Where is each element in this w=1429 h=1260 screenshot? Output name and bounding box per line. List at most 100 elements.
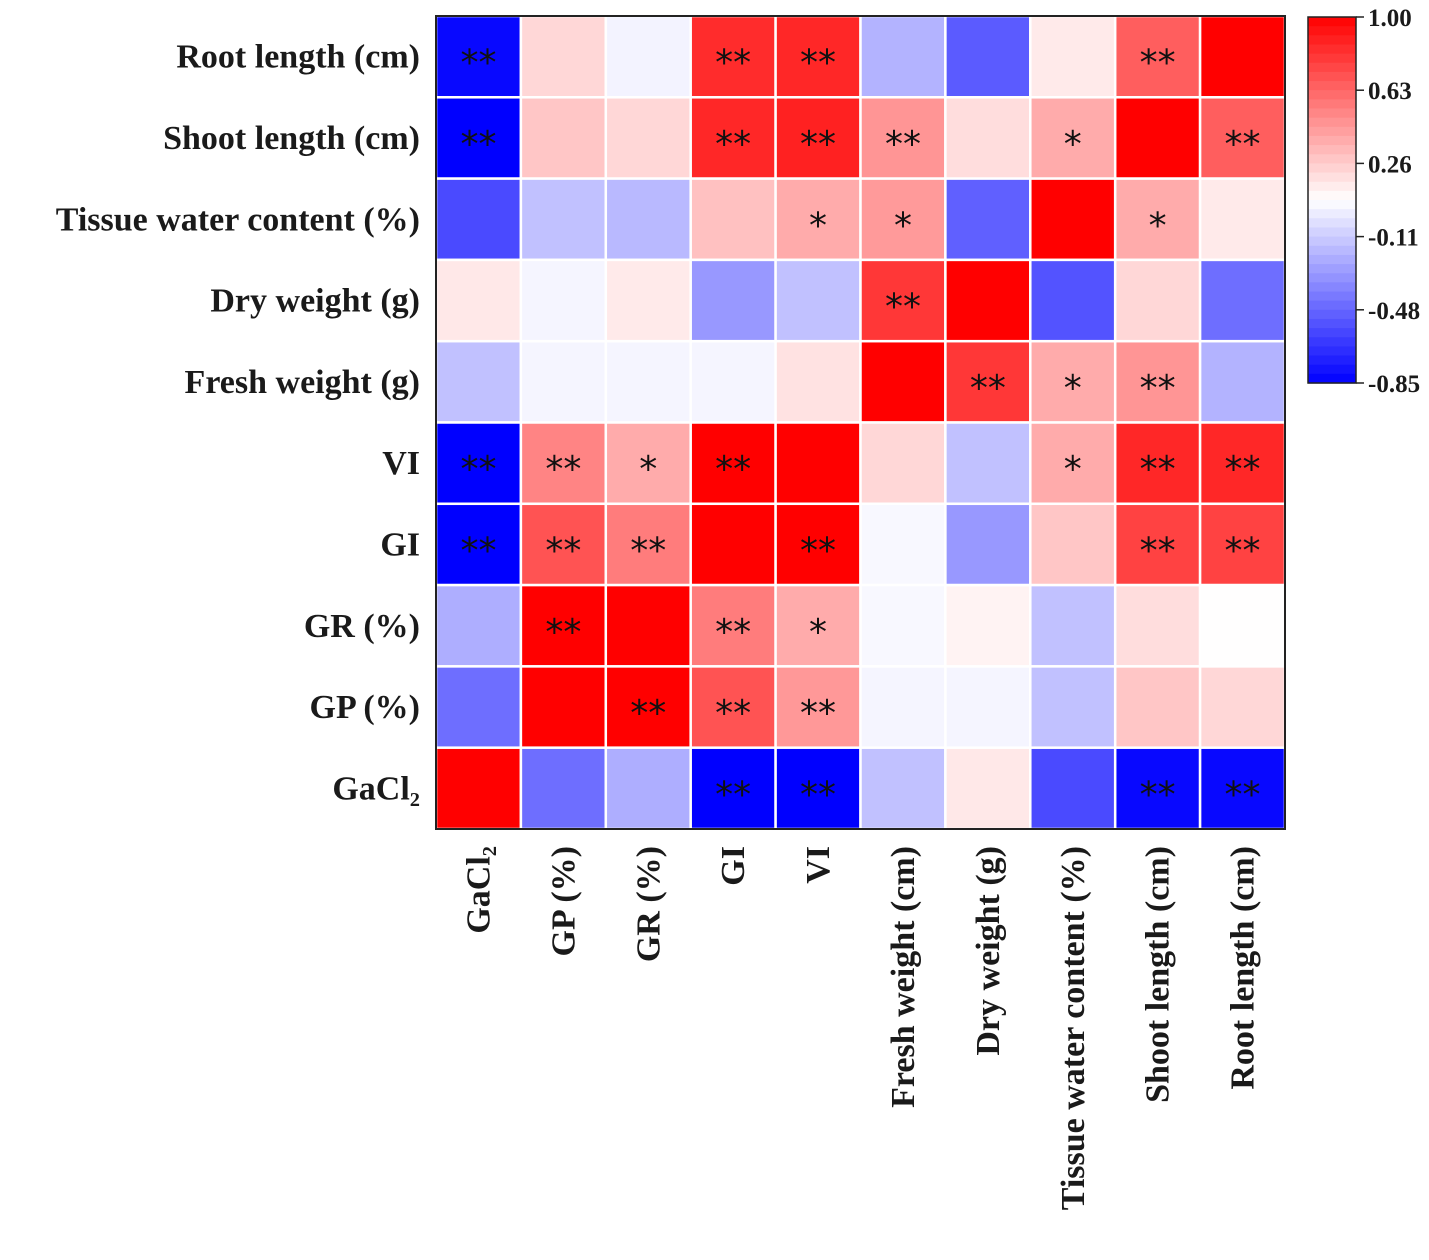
row-label: Shoot length (cm): [163, 120, 420, 157]
heatmap-cell: [859, 583, 947, 668]
heatmap-cell: [1029, 665, 1117, 749]
significance-mark: **: [800, 530, 836, 571]
colorbar-segment: [1308, 145, 1356, 155]
colorbar-segment: [1308, 154, 1356, 164]
significance-mark: **: [715, 449, 751, 490]
significance-mark: *: [1149, 205, 1167, 246]
heatmap-cell: [859, 421, 947, 506]
heatmap-cell: [434, 746, 523, 831]
colorbar-tick-label: 0.63: [1368, 78, 1412, 105]
heatmap-cell: [689, 502, 777, 587]
heatmap-cell: [774, 421, 862, 506]
significance-mark: **: [715, 612, 751, 653]
heatmap-cell: [604, 96, 692, 180]
colorbar-segment: [1308, 117, 1356, 128]
row-label: GI: [380, 526, 420, 563]
heatmap-cell: [859, 502, 947, 587]
heatmap-cell: [689, 96, 777, 180]
colorbar-segment: [1308, 90, 1356, 100]
row-label: Root length (cm): [176, 39, 420, 76]
significance-mark: **: [1225, 530, 1261, 571]
colorbar-segment: [1308, 71, 1356, 82]
heatmap-cell: [944, 746, 1032, 831]
colorbar-segment: [1308, 99, 1356, 110]
row-label: Tissue water content (%): [56, 201, 420, 238]
heatmap-cell: [1029, 746, 1117, 831]
heatmap-cell: [604, 746, 692, 831]
colorbar-segment: [1308, 309, 1356, 320]
colorbar-segment: [1308, 264, 1356, 274]
heatmap-cell: [1029, 177, 1117, 262]
colorbar-segment: [1308, 163, 1356, 174]
significance-mark: *: [639, 449, 657, 490]
colorbar-segment: [1308, 236, 1356, 247]
row-label: GaCl₂: [332, 770, 420, 807]
heatmap-cell: [944, 14, 1032, 99]
heatmap-cell: [519, 339, 608, 424]
heatmap-cell: [1029, 258, 1117, 343]
colorbar: 1.00 0.63 0.26 -0.11 -0.48 -0.85: [1307, 5, 1420, 398]
significance-mark: **: [1140, 530, 1176, 571]
heatmap-cell: [689, 421, 777, 506]
heatmap-cell: [604, 421, 692, 506]
heatmap-cell: [1029, 502, 1117, 587]
colorbar-segment: [1308, 135, 1356, 146]
heatmap-cell: [1198, 665, 1287, 749]
significance-mark: **: [715, 43, 751, 84]
colorbar-tick-label: -0.48: [1368, 298, 1420, 325]
significance-mark: **: [545, 530, 581, 571]
significance-mark: **: [545, 449, 581, 490]
significance-mark: **: [460, 449, 496, 490]
colorbar-segment: [1308, 181, 1356, 192]
colorbar-segment: [1308, 218, 1356, 229]
colorbar-tick-label: 1.00: [1368, 5, 1412, 32]
heatmap-cell: [944, 177, 1032, 262]
heatmap-cell: [689, 177, 777, 262]
heatmap-cell: [859, 177, 947, 262]
significance-mark: **: [715, 774, 751, 815]
significance-mark: **: [885, 287, 921, 328]
colorbar-segment: [1308, 53, 1356, 64]
column-label: Root length (cm): [1225, 846, 1262, 1090]
row-label: Dry weight (g): [210, 283, 420, 320]
heatmap-cell: [519, 14, 608, 99]
heatmap-cell: [1198, 583, 1287, 668]
heatmap-cell: [434, 258, 523, 343]
heatmap-cell: [604, 14, 692, 99]
colorbar-segment: [1308, 81, 1356, 91]
heatmap-cell: [944, 421, 1032, 506]
heatmap-cell: [1113, 665, 1202, 749]
colorbar-segment: [1308, 17, 1356, 27]
heatmap-cell: [434, 665, 523, 749]
colorbar-segment: [1308, 26, 1356, 36]
heatmap-cell: [1029, 583, 1117, 668]
column-label: GR (%): [630, 846, 667, 962]
heatmap-cell: [1113, 583, 1202, 668]
colorbar-segment: [1308, 35, 1356, 46]
heatmap-cells: ** ** ** **** ** ** ** * *** * ***** * **** ** * ** * ** *…: [434, 14, 1287, 831]
heatmap-cell: [1113, 502, 1202, 587]
row-label: GP (%): [310, 689, 420, 726]
heatmap-cell: [1113, 96, 1202, 180]
significance-mark: *: [1064, 124, 1082, 165]
colorbar-segment: [1308, 346, 1356, 357]
column-label: Tissue water content (%): [1055, 846, 1092, 1210]
heatmap-cell: [434, 339, 523, 424]
colorbar-segment: [1308, 337, 1356, 347]
colorbar-tick-label: 0.26: [1368, 151, 1412, 178]
colorbar-segment: [1308, 364, 1356, 375]
heatmap-cell: [944, 665, 1032, 749]
heatmap-cell: [519, 583, 608, 668]
significance-mark: **: [970, 368, 1006, 409]
significance-mark: **: [630, 530, 666, 571]
colorbar-segment: [1308, 254, 1356, 265]
significance-mark: **: [1140, 43, 1176, 84]
heatmap-cell: [859, 665, 947, 749]
colorbar-segment: [1308, 328, 1356, 338]
heatmap-cell: [944, 96, 1032, 180]
colorbar-segment: [1308, 227, 1356, 238]
heatmap-cell: [519, 746, 608, 831]
significance-mark: **: [1225, 124, 1261, 165]
heatmap-cell: [604, 177, 692, 262]
